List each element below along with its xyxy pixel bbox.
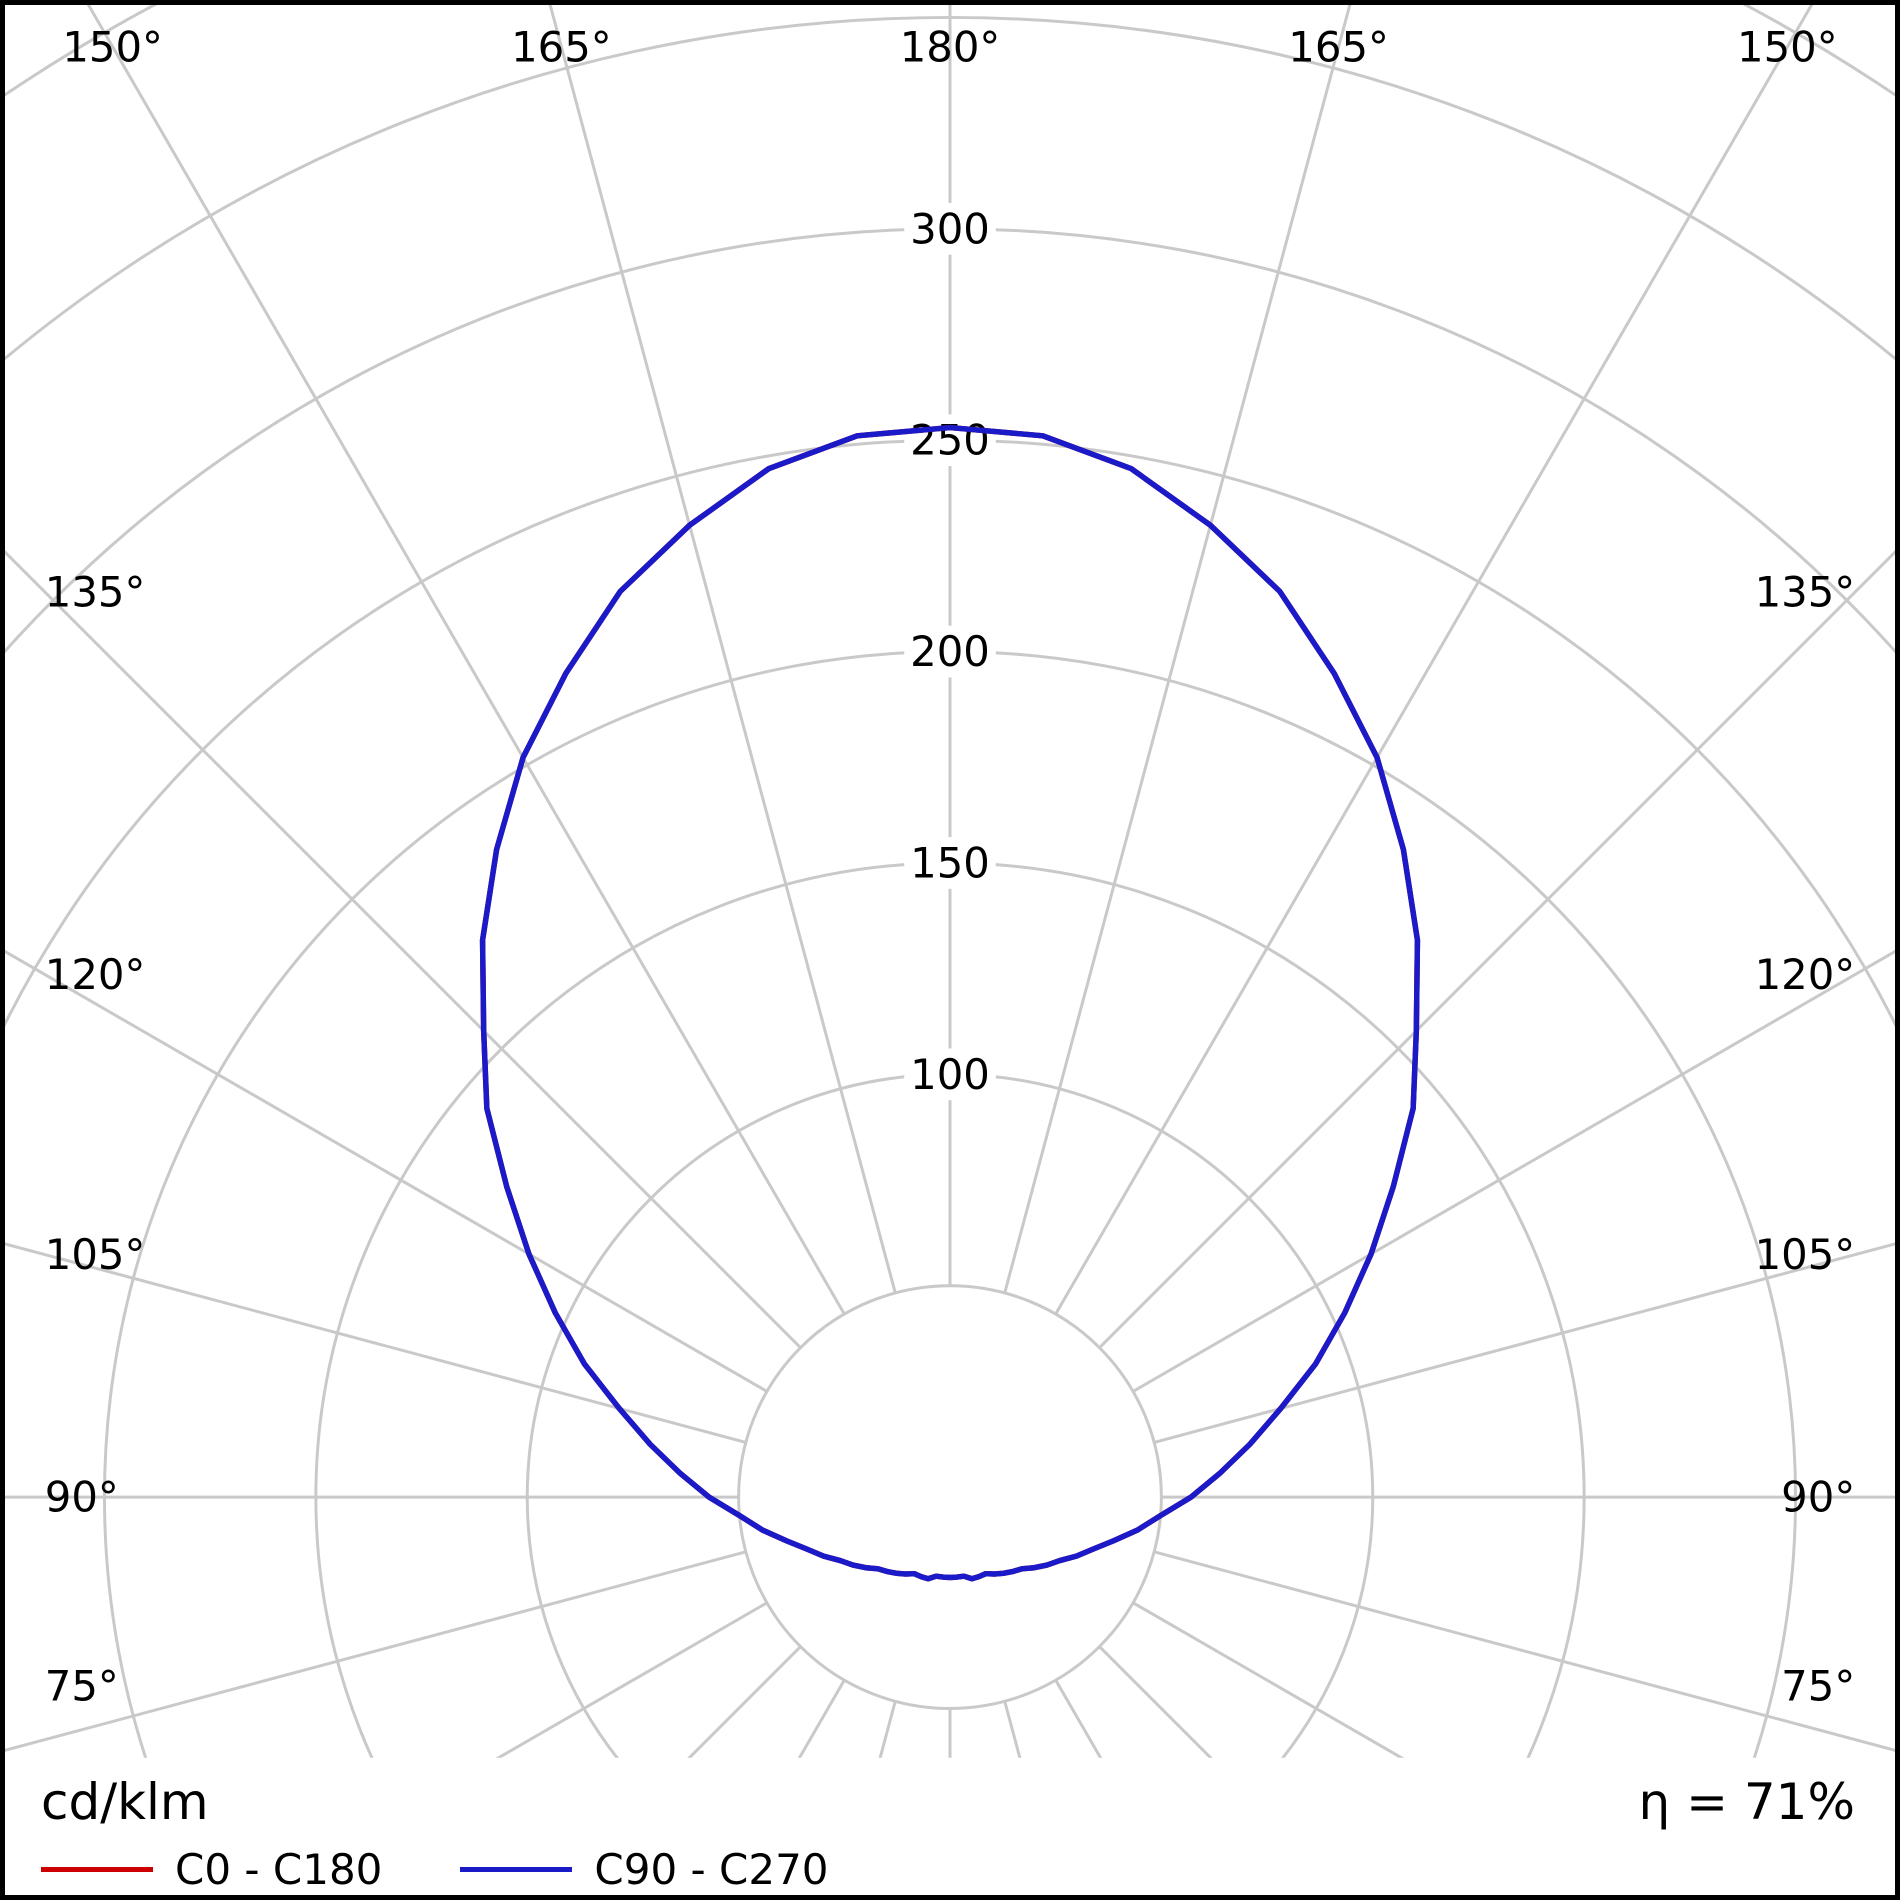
- svg-text:105°: 105°: [45, 1230, 146, 1279]
- legend-item-c0-c180: C0 - C180: [41, 1845, 382, 1894]
- svg-text:200: 200: [910, 627, 990, 676]
- legend-label-c90-c270: C90 - C270: [594, 1845, 829, 1894]
- series-curves: [479, 424, 1421, 1582]
- efficiency-label: η = 71%: [1638, 1773, 1855, 1831]
- svg-text:75°: 75°: [45, 1662, 119, 1711]
- footer: cd/klm η = 71%: [41, 1773, 1855, 1831]
- svg-text:90°: 90°: [45, 1473, 119, 1522]
- svg-text:165°: 165°: [511, 22, 612, 71]
- svg-text:90°: 90°: [1781, 1473, 1855, 1522]
- unit-label: cd/klm: [41, 1773, 209, 1831]
- legend-swatch-c90-c270: [460, 1867, 573, 1872]
- curve-c90-c270: [479, 424, 1421, 1582]
- legend-label-c0-c180: C0 - C180: [175, 1845, 383, 1894]
- legend-swatch-c0-c180: [41, 1867, 153, 1872]
- svg-text:300: 300: [910, 204, 990, 253]
- svg-text:165°: 165°: [1288, 22, 1389, 71]
- svg-text:75°: 75°: [1781, 1662, 1855, 1711]
- legend: C0 - C180 C90 - C270: [41, 1845, 829, 1894]
- svg-text:150°: 150°: [1737, 22, 1838, 71]
- legend-item-c90-c270: C90 - C270: [460, 1845, 829, 1894]
- svg-text:105°: 105°: [1755, 1230, 1856, 1279]
- svg-text:250: 250: [910, 416, 990, 465]
- svg-text:135°: 135°: [1755, 567, 1856, 616]
- svg-text:150: 150: [910, 838, 990, 887]
- svg-text:135°: 135°: [45, 567, 146, 616]
- svg-text:120°: 120°: [1755, 950, 1856, 999]
- svg-text:180°: 180°: [900, 22, 1001, 71]
- radial-tick-labels: 100 150 200 250 300: [904, 202, 996, 1101]
- angle-tick-labels: 180° 165° 165° 150° 150° 135° 135° 120° 120° 105°…: [45, 22, 1855, 1710]
- svg-text:150°: 150°: [62, 22, 163, 71]
- svg-text:100: 100: [910, 1050, 990, 1099]
- svg-text:120°: 120°: [45, 950, 146, 999]
- polar-grid: [5, 5, 1895, 1758]
